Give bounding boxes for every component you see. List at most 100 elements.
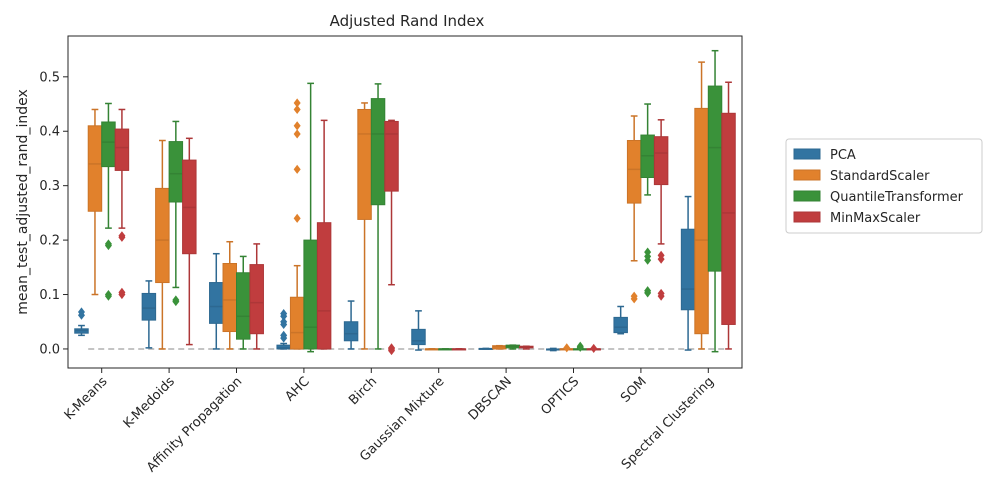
box-quantiletransformer-1: [168, 120, 184, 307]
y-tick-label: 0.2: [39, 234, 60, 249]
box-iqr: [114, 128, 130, 171]
legend-label: QuantileTransformer: [830, 190, 964, 205]
box-iqr: [236, 272, 251, 340]
box-iqr: [411, 328, 426, 346]
outlier-point: [280, 309, 288, 319]
plot-area: 0.00.10.20.30.40.5K-Means K-MedoidsAffini…: [39, 35, 743, 475]
box-iqr: [316, 222, 332, 350]
legend-label: MinMaxScaler: [830, 211, 921, 226]
series-pca: [74, 195, 696, 352]
x-tick-label: SOM: [618, 374, 650, 406]
x-tick-label: AHC: [282, 374, 312, 404]
box-minmaxscaler-5: [451, 348, 467, 351]
outlier-point: [576, 341, 584, 351]
legend-swatch: [793, 190, 821, 202]
box-minmaxscaler-8: [653, 119, 669, 301]
legend: PCA StandardScaler QuantileTransformer MinM…: [785, 138, 983, 234]
series-minmaxscaler: [114, 81, 736, 356]
outlier-point: [104, 289, 112, 300]
outlier-point: [644, 247, 652, 257]
outlier-point: [293, 129, 301, 139]
x-tick-label: OPTICS: [538, 374, 582, 418]
outlier-point: [644, 286, 652, 296]
box-pca-7: [546, 347, 561, 352]
box-pca-1: [141, 280, 157, 349]
box-iqr: [289, 296, 305, 350]
outlier-point: [590, 343, 598, 353]
outlier-point: [388, 343, 396, 353]
outlier-point: [293, 213, 301, 223]
y-tick-label: 0.5: [39, 70, 60, 85]
y-tick-label: 0.3: [39, 179, 60, 194]
box-quantiletransformer-7: [573, 341, 588, 352]
legend-frame: [785, 138, 983, 234]
box-quantiletransformer-4: [370, 83, 386, 350]
box-iqr: [707, 85, 723, 272]
box-iqr: [384, 120, 399, 192]
box-minmaxscaler-7: [586, 343, 601, 353]
box-pca-3: [276, 309, 291, 350]
box-standardscaler-6: [492, 344, 507, 350]
outlier-point: [657, 288, 665, 298]
box-iqr: [370, 98, 386, 206]
chart-title: Adjusted Rand Index: [330, 12, 485, 30]
box-standardscaler-4: [357, 102, 372, 350]
box-pca-0: [74, 307, 89, 337]
box-iqr: [680, 228, 696, 311]
outlier-point: [77, 307, 85, 317]
outlier-point: [630, 291, 638, 301]
box-minmaxscaler-2: [249, 243, 264, 350]
box-iqr: [141, 292, 157, 321]
box-quantiletransformer-5: [438, 348, 453, 351]
box-iqr: [155, 187, 170, 284]
box-iqr: [101, 121, 116, 168]
box-minmaxscaler-0: [114, 108, 130, 300]
box-pca-8: [613, 305, 628, 335]
x-tick-label: K-Means: [62, 374, 111, 423]
outlier-point: [293, 98, 301, 108]
y-tick-label: 0.1: [39, 288, 60, 303]
box-pca-2: [209, 252, 224, 350]
legend-label: PCA: [830, 148, 856, 163]
outlier-point: [280, 330, 288, 340]
box-quantiletransformer-9: [707, 49, 723, 353]
box-minmaxscaler-3: [316, 119, 332, 350]
box-standardscaler-5: [424, 348, 440, 351]
legend-swatch: [793, 148, 821, 160]
outlier-point: [293, 121, 301, 131]
box-iqr: [222, 263, 238, 333]
box-pca-5: [411, 310, 426, 351]
box-iqr: [209, 282, 224, 324]
y-axis-title: mean_test_adjusted_rand_index: [15, 89, 31, 315]
box-quantiletransformer-0: [101, 102, 116, 301]
box-iqr: [613, 316, 628, 334]
axes-frame: [67, 35, 743, 369]
x-tick-label: Birch: [346, 374, 380, 408]
box-minmaxscaler-4: [384, 119, 399, 356]
outlier-point: [104, 239, 112, 249]
outlier-point: [293, 164, 301, 174]
box-standardscaler-3: [289, 98, 305, 350]
outlier-point: [293, 104, 301, 115]
outlier-point: [118, 287, 126, 297]
series-standardscaler: [87, 61, 709, 353]
box-minmaxscaler-6: [519, 345, 534, 350]
box-iqr: [168, 141, 184, 203]
box-iqr: [87, 125, 103, 212]
x-tick-label: DBSCAN: [466, 374, 515, 423]
box-iqr: [249, 264, 264, 335]
box-pca-6: [478, 347, 494, 350]
box-iqr: [357, 108, 372, 220]
series-quantiletransformer: [101, 49, 723, 353]
box-iqr: [303, 239, 318, 350]
outlier-point: [280, 317, 288, 327]
outlier-point: [172, 295, 180, 305]
box-pca-9: [680, 195, 696, 351]
box-iqr: [721, 112, 736, 325]
box-iqr: [653, 136, 669, 186]
box-iqr: [694, 107, 709, 335]
y-tick-label: 0.0: [39, 342, 60, 357]
y-tick-label: 0.4: [39, 125, 60, 140]
outlier-point: [657, 250, 665, 260]
